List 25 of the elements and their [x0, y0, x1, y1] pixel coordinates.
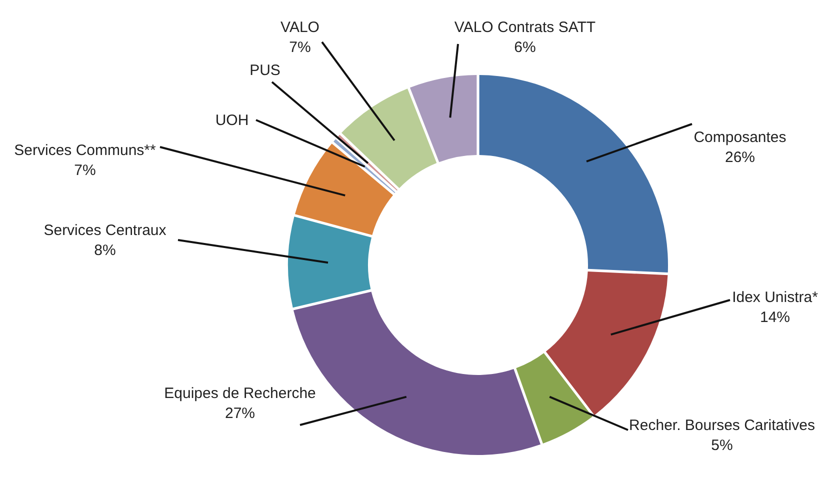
slice-label: PUS [250, 62, 280, 79]
donut-slice [288, 216, 372, 308]
data-label: 7% [289, 39, 311, 56]
donut-slice [294, 144, 394, 235]
data-label: 6% [514, 39, 536, 56]
slice-label: VALO [280, 19, 320, 36]
slice-label: Services Centraux [44, 222, 167, 239]
donut-slice [516, 353, 592, 444]
data-label: 27% [224, 405, 256, 422]
donut-slice [341, 88, 437, 188]
slice-label: Recher. Bourses Caritatives [629, 417, 815, 434]
donut-slice [479, 75, 668, 273]
data-label: 5% [711, 437, 733, 454]
data-label: 8% [94, 242, 116, 259]
donut-slice [546, 271, 668, 416]
slice-label: Idex Unistra* [732, 289, 818, 306]
slice-label: UOH [215, 112, 249, 129]
slice-label: Services Communs** [14, 142, 156, 159]
data-label: 7% [74, 162, 96, 179]
slice-label: Composantes [694, 129, 786, 146]
data-label: 14% [760, 309, 790, 326]
donut-slice [410, 75, 477, 162]
slice-label: Equipes de Recherche [164, 385, 316, 402]
data-label: 26% [724, 149, 756, 166]
slice-label: VALO Contrats SATT [454, 19, 596, 36]
